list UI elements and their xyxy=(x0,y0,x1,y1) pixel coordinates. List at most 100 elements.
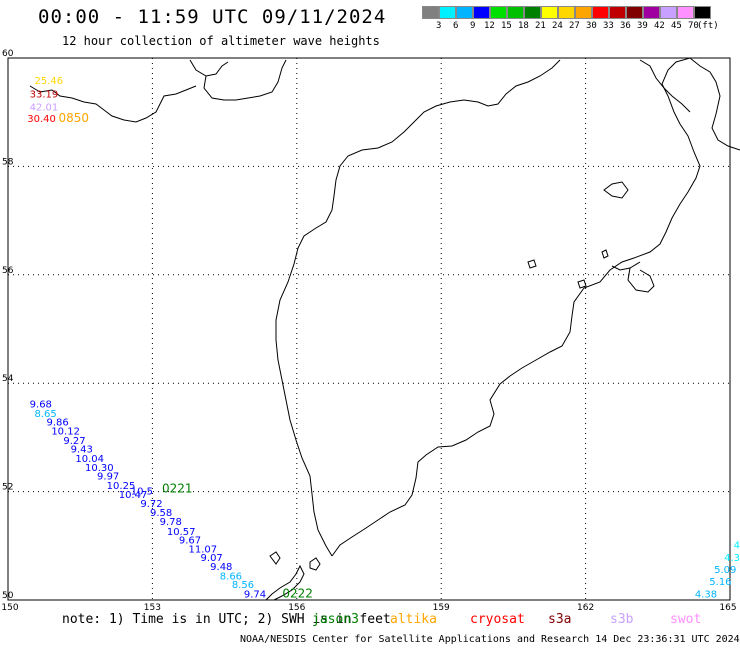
legend-s3b: s3b xyxy=(610,612,634,627)
colorbar-tick-label: 45 xyxy=(671,21,682,31)
wave-height-value: 9.58 xyxy=(150,508,172,519)
axis-labels: 60 58 56 54 52 50 150 153 156 159 162 165 xyxy=(1,49,736,613)
wave-height-value: 42.01 xyxy=(30,103,59,114)
wave-height-value: 5.16 xyxy=(709,577,731,588)
lon-label: 156 xyxy=(288,603,305,613)
wave-height-value: 9.67 xyxy=(179,536,201,547)
map-subtitle: 12 hour collection of altimeter wave hei… xyxy=(62,34,380,48)
lon-label: 150 xyxy=(1,603,18,613)
colorbar-tick-label: 70 xyxy=(688,21,699,31)
footer-note: note: 1) Time is in UTC; 2) SWH is in fe… xyxy=(62,612,391,627)
island-1 xyxy=(527,259,537,269)
east-bay xyxy=(611,261,655,293)
wave-height-value: 10.30 xyxy=(85,463,114,474)
colorbar-swatch xyxy=(626,6,643,19)
wave-height-value: 9.78 xyxy=(160,517,182,528)
colorbar-tick-label: 18 xyxy=(518,21,529,31)
legend-altika: altika xyxy=(390,612,437,627)
map-title: 00:00 - 11:59 UTC 09/11/2024 xyxy=(38,6,387,28)
east-cape xyxy=(603,181,629,199)
wave-height-value: 10.12 xyxy=(51,427,80,438)
penzhina-coast xyxy=(639,59,691,113)
wave-height-value: 9.86 xyxy=(47,417,69,428)
wave-height-value: 25.46 xyxy=(34,76,63,87)
island-3 xyxy=(601,249,609,259)
wave-height-value: 9.48 xyxy=(210,562,232,573)
wave-height-value: 9.74 xyxy=(244,589,266,600)
colorbar-swatch xyxy=(507,6,524,19)
colorbar-swatch xyxy=(524,6,541,19)
wave-height-value: 4.3 xyxy=(724,553,740,564)
wave-height-value: 10.57 xyxy=(167,527,196,538)
lon-label: 153 xyxy=(144,603,161,613)
kamchatka-coast xyxy=(331,57,740,557)
lon-label: 162 xyxy=(577,603,594,613)
wave-height-value: 10.47 xyxy=(119,490,148,501)
colorbar-tick-label: 42 xyxy=(654,21,665,31)
wave-height-value: 9.68 xyxy=(30,400,52,411)
coastline xyxy=(29,57,740,601)
legend-swot: swot xyxy=(670,612,702,627)
footer-credit: NOAA/NESDIS Center for Satellite Applica… xyxy=(240,634,740,645)
wave-height-value: 9.27 xyxy=(63,436,85,447)
kuril-atlasov xyxy=(269,551,281,565)
colorbar-tick-label: 15 xyxy=(501,21,512,31)
map-frame xyxy=(7,57,731,601)
legend-jason3: jason3 xyxy=(312,612,359,627)
wave-height-value: 4.38 xyxy=(695,589,717,600)
wave-height-value: 10.5 xyxy=(131,486,153,497)
wave-height-value: 4 xyxy=(734,541,740,552)
lat-label: 52 xyxy=(2,483,13,493)
lon-label: 165 xyxy=(719,603,736,613)
colorbar-swatch xyxy=(643,6,660,19)
lat-label: 54 xyxy=(2,374,14,384)
pass-time-label: 0222 xyxy=(282,586,313,600)
island-2 xyxy=(577,279,587,289)
colorbar-tick-label: 27 xyxy=(569,21,580,31)
colorbar-tick-label: 33 xyxy=(603,21,614,31)
wave-height-value: 10.04 xyxy=(75,454,104,465)
wave-height-value: 9.97 xyxy=(97,472,119,483)
colorbar-swatch xyxy=(660,6,677,19)
colorbar-swatch xyxy=(541,6,558,19)
colorbar-unit: (ft) xyxy=(697,21,719,31)
colorbar-swatch xyxy=(609,6,626,19)
wave-height-value: 9.43 xyxy=(71,445,93,456)
wave-height-value: 5.09 xyxy=(714,565,736,576)
colorbar-tick-label: 21 xyxy=(535,21,546,31)
wave-height-value: 9.07 xyxy=(201,553,223,564)
kuril-shumshu xyxy=(309,557,321,571)
colorbar-tick-label: 3 xyxy=(436,21,442,31)
colorbar-swatch xyxy=(592,6,609,19)
pass-time-label: 0850 xyxy=(59,111,90,125)
colorbar-tick-label: 39 xyxy=(637,21,648,31)
colorbar-swatch xyxy=(694,6,711,19)
wave-height-value: 11.07 xyxy=(189,544,218,555)
colorbar-tick-label: 36 xyxy=(620,21,631,31)
wave-height-value: 8.66 xyxy=(220,571,242,582)
colorbar-swatch xyxy=(456,6,473,19)
lat-lon-grid xyxy=(7,57,731,601)
lat-label: 50 xyxy=(2,591,14,601)
colorbar-tick-label: 12 xyxy=(484,21,495,31)
wave-height-value: 33.19 xyxy=(30,90,59,101)
colorbar-tick-label: 9 xyxy=(470,21,476,31)
colorbar-tick-label: 6 xyxy=(453,21,459,31)
colorbar-swatch xyxy=(490,6,507,19)
okhotsk-north-coast xyxy=(189,59,287,101)
wave-height-value: 10.25 xyxy=(107,481,136,492)
colorbar-swatch xyxy=(575,6,592,19)
wave-height-value: 8.65 xyxy=(34,409,56,420)
koni-peninsula xyxy=(29,85,197,123)
colorbar-swatch xyxy=(422,6,439,19)
legend-cryosat: cryosat xyxy=(470,612,525,627)
colorbar-tick-label: 30 xyxy=(586,21,597,31)
wave-height-colorbar xyxy=(422,6,711,19)
lat-label: 56 xyxy=(2,266,14,276)
kuril-paramushir xyxy=(265,564,305,601)
colorbar-swatch xyxy=(677,6,694,19)
colorbar-swatch xyxy=(473,6,490,19)
wave-height-value: 9.72 xyxy=(140,499,162,510)
